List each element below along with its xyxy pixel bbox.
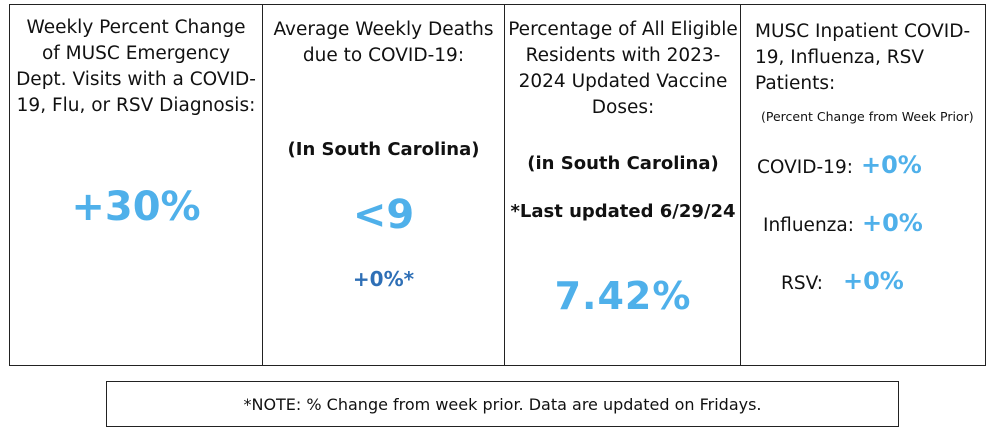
ed-visits-header: Weekly Percent Change of MUSC Emergency … bbox=[16, 17, 256, 116]
covid-deaths-change: +0%* bbox=[352, 267, 415, 291]
covid-deaths-region: (In South Carolina) bbox=[287, 139, 480, 160]
vaccine-panel: Percentage of All Eligible Residents wit… bbox=[504, 4, 742, 366]
inpatient-note: (Percent Change from Week Prior) bbox=[761, 109, 974, 124]
vaccine-updated: *Last updated 6/29/24 bbox=[510, 201, 736, 222]
footer-note-text: *NOTE: % Change from week prior. Data ar… bbox=[243, 394, 762, 414]
inpatient-header: MUSC Inpatient COVID-19, Influenza, RSV … bbox=[755, 21, 971, 94]
inpatient-rsv-label: RSV: bbox=[781, 273, 823, 294]
ed-visits-panel: Weekly Percent Change of MUSC Emergency … bbox=[9, 4, 263, 366]
inpatient-rsv-value: +0% bbox=[842, 267, 904, 295]
inpatient-covid-value: +0% bbox=[860, 151, 922, 179]
vaccine-region: (in South Carolina) bbox=[527, 153, 719, 174]
inpatient-influenza-value: +0% bbox=[861, 209, 923, 237]
covid-deaths-value: <9 bbox=[352, 192, 415, 238]
inpatient-row-rsv: RSV: +0% bbox=[781, 267, 904, 298]
covid-deaths-header: Average Weekly Deaths due to COVID-19: bbox=[273, 19, 494, 66]
inpatient-panel: MUSC Inpatient COVID-19, Influenza, RSV … bbox=[740, 4, 986, 366]
inpatient-row-covid: COVID-19: +0% bbox=[757, 151, 922, 182]
ed-visits-value: +30% bbox=[71, 184, 201, 230]
footer-note: *NOTE: % Change from week prior. Data ar… bbox=[106, 381, 899, 427]
vaccine-value: 7.42% bbox=[554, 274, 692, 318]
inpatient-influenza-label: Influenza: bbox=[763, 215, 854, 236]
covid-deaths-panel: Average Weekly Deaths due to COVID-19: (… bbox=[262, 4, 505, 366]
inpatient-row-influenza: Influenza: +0% bbox=[763, 209, 923, 240]
inpatient-covid-label: COVID-19: bbox=[757, 157, 853, 178]
vaccine-header: Percentage of All Eligible Residents wit… bbox=[508, 19, 738, 118]
